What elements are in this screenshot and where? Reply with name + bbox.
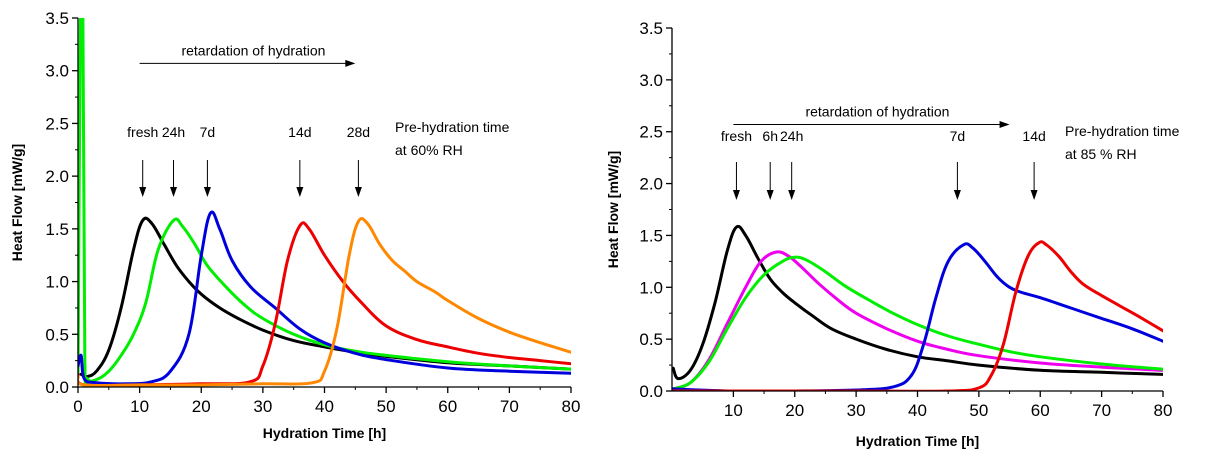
y-tick-label: 1.0 <box>639 278 663 297</box>
x-tick-label: 80 <box>1154 401 1173 420</box>
series-pointer-arrowhead <box>953 190 961 200</box>
x-tick-label: 60 <box>1031 401 1050 420</box>
x-tick-label: 40 <box>908 401 927 420</box>
x-tick-label: 50 <box>377 397 396 416</box>
series-line-7d <box>672 242 1163 391</box>
series-group <box>672 224 1163 391</box>
x-tick-label: 10 <box>130 397 149 416</box>
chart-panel-2: 10 20 30 40 50 60 70 80 0.0 0.5 1.0 1.5 2.0 2.5 3.0 3.5… <box>605 19 1180 449</box>
y-tick-label: 2.0 <box>45 167 69 186</box>
y-tick-label: 1.5 <box>45 220 69 239</box>
x-tick-label: 30 <box>253 397 272 416</box>
x-tick-label: 70 <box>1092 401 1111 420</box>
series-line-14d <box>78 221 571 387</box>
retardation-arrowhead <box>999 120 1010 128</box>
series-pointer-arrowhead <box>354 187 362 197</box>
x-tick-label: 40 <box>315 397 334 416</box>
retardation-arrowhead <box>345 59 356 67</box>
x-tick-label: 10 <box>724 401 743 420</box>
series-line-6h <box>672 250 1163 391</box>
series-line-7d <box>78 210 571 386</box>
y-axis-title: Heat Flow [mW/g] <box>9 144 25 261</box>
x-tick-label: 20 <box>192 397 211 416</box>
y-tick-label: 1.5 <box>639 226 663 245</box>
y-tick-label: 3.0 <box>639 71 663 90</box>
series-label-14d: 14d <box>288 124 311 140</box>
series-label-fresh: fresh <box>127 124 158 140</box>
series-label-14d: 14d <box>1022 128 1045 144</box>
series-label-fresh: fresh <box>721 128 752 144</box>
x-tick-label: 20 <box>785 401 804 420</box>
x-tick-label: 60 <box>438 397 457 416</box>
series-label-7d: 7d <box>200 124 216 140</box>
y-tick-label: 2.5 <box>639 123 663 142</box>
series-pointer-arrowhead <box>170 187 178 197</box>
series-line-24h <box>672 255 1163 391</box>
y-axis-title: Heat Flow [mW/g] <box>605 151 621 268</box>
condition-label-line1: Pre-hydration time <box>1065 123 1180 139</box>
y-tick-label: 1.0 <box>45 273 69 292</box>
y-tick-label: 0.0 <box>45 378 69 397</box>
y-tick-label: 0.0 <box>639 382 663 401</box>
series-group <box>78 18 571 387</box>
x-axis-title: Hydration Time [h] <box>856 433 979 449</box>
y-tick-label: 3.5 <box>639 19 663 38</box>
series-line-fresh <box>79 216 571 379</box>
series-label-28d: 28d <box>347 124 370 140</box>
series-pointer-arrowhead <box>296 187 304 197</box>
x-tick-label: 0 <box>73 397 82 416</box>
y-tick-label: 3.0 <box>45 62 69 81</box>
condition-label-line2: at 85 % RH <box>1065 146 1137 162</box>
chart-panel-1: 0 10 20 30 40 50 60 70 80 0.0 0.5 1.0 1.5 2.0 2.5 3.0 3.… <box>9 9 581 441</box>
series-label-6h: 6h <box>762 128 778 144</box>
y-tick-label: 2.0 <box>639 175 663 194</box>
series-line-24h <box>78 18 571 387</box>
condition-label-line2: at 60% RH <box>395 142 463 158</box>
y-tick-label: 0.5 <box>639 330 663 349</box>
series-label-24h: 24h <box>162 124 185 140</box>
series-pointer-arrowhead <box>788 190 796 200</box>
series-pointer-arrowhead <box>732 190 740 200</box>
x-tick-label: 50 <box>969 401 988 420</box>
x-tick-label: 30 <box>847 401 866 420</box>
x-tick-label: 80 <box>562 397 581 416</box>
series-label-7d: 7d <box>950 128 966 144</box>
retardation-label: retardation of hydration <box>805 103 949 119</box>
series-pointer-arrowhead <box>1030 190 1038 200</box>
x-axis-title: Hydration Time [h] <box>263 425 386 441</box>
series-pointer-arrowhead <box>203 187 211 197</box>
series-pointer-arrowhead <box>766 190 774 200</box>
x-tick-label: 70 <box>500 397 519 416</box>
y-tick-label: 0.5 <box>45 325 69 344</box>
series-line-fresh <box>672 224 1163 381</box>
series-label-24h: 24h <box>780 128 803 144</box>
series-line-14d <box>672 240 1163 391</box>
condition-label-line1: Pre-hydration time <box>395 119 510 135</box>
retardation-label: retardation of hydration <box>181 42 325 58</box>
series-line-28d <box>78 217 571 387</box>
series-pointer-arrowhead <box>139 187 147 197</box>
y-tick-label: 3.5 <box>45 9 69 28</box>
y-tick-label: 2.5 <box>45 114 69 133</box>
